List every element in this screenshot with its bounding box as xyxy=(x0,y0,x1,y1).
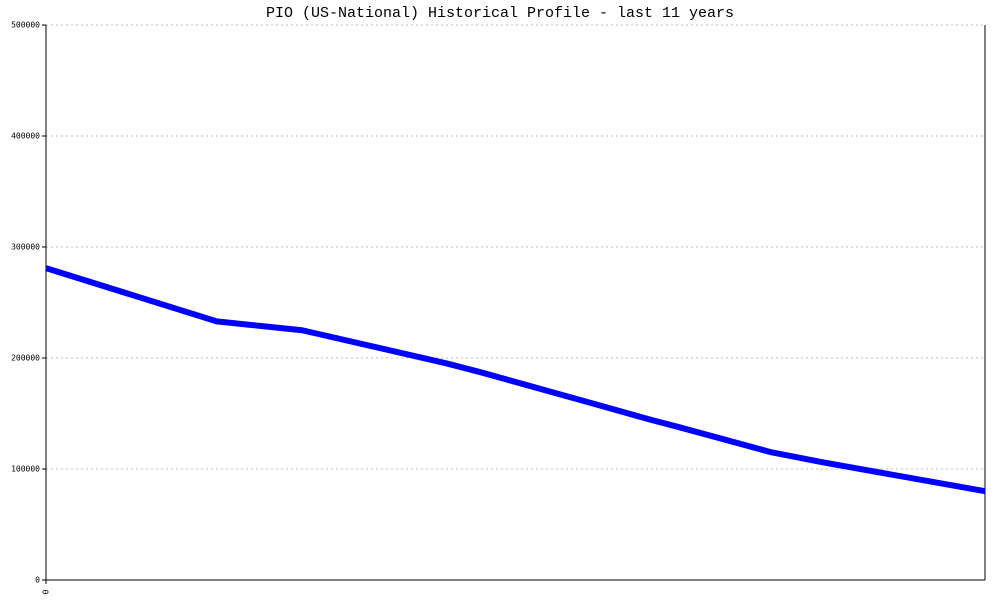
data-line xyxy=(45,265,986,495)
y-tick-label: 0 xyxy=(35,576,40,585)
y-tick-label: 100000 xyxy=(11,465,40,474)
y-tick-label: 500000 xyxy=(11,21,40,30)
y-tick-label: 300000 xyxy=(11,243,40,252)
x-tick-label: 0 xyxy=(42,589,51,594)
y-tick-label: 200000 xyxy=(11,354,40,363)
chart-title: PIO (US-National) Historical Profile - l… xyxy=(266,5,734,22)
y-tick-label: 400000 xyxy=(11,132,40,141)
